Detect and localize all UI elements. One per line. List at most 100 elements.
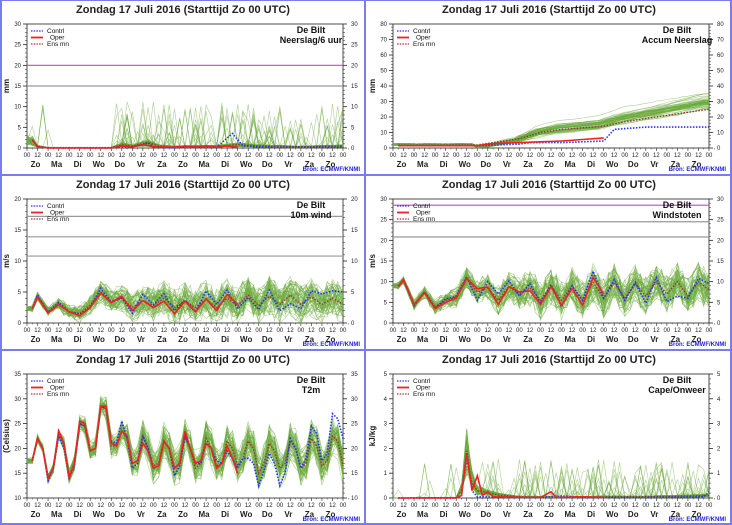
y-tick-label-right: 2 — [717, 446, 721, 452]
y-tick-label-left: 5 — [18, 125, 22, 131]
x-tick-label: 00 — [432, 503, 439, 509]
ensemble-member-line — [392, 263, 710, 306]
x-tick-label: 12 — [632, 328, 639, 334]
x-tick-label: 12 — [590, 328, 597, 334]
x-day-label: Za — [157, 335, 167, 344]
legend-label: Contrl — [413, 378, 431, 385]
chart-t2m: Zondag 17 Juli 2016 (Starttijd Zo 00 UTC… — [2, 354, 360, 523]
x-day-label: Zo — [397, 335, 407, 344]
x-day-label: Vr — [650, 335, 658, 344]
series-line-oper — [31, 139, 238, 149]
y-tick-label-right: 0 — [351, 146, 355, 152]
x-day-label: Do — [480, 160, 491, 169]
x-tick-label: 12 — [400, 328, 407, 334]
x-tick-label: 00 — [171, 153, 178, 159]
x-tick-label: 12 — [245, 328, 252, 334]
frame-right-border — [730, 0, 732, 525]
x-tick-label: 00 — [600, 328, 607, 334]
ensemble-member-line — [392, 275, 710, 318]
chart-title: Zondag 17 Juli 2016 (Starttijd Zo 00 UTC… — [76, 179, 290, 191]
x-tick-label: 00 — [150, 328, 157, 334]
y-tick-label-left: 70 — [380, 38, 387, 44]
x-tick-label: 12 — [421, 153, 428, 159]
x-day-label: Di — [587, 335, 595, 344]
y-tick-label-left: 5 — [384, 372, 388, 378]
panel-vertical-divider — [364, 0, 366, 525]
x-day-label: Wo — [606, 160, 618, 169]
y-tick-label-right: 5 — [717, 372, 721, 378]
y-tick-label-right: 30 — [351, 397, 358, 403]
x-day-label: Za — [157, 160, 167, 169]
chart-title: Zondag 17 Juli 2016 (Starttijd Zo 00 UTC… — [442, 179, 656, 191]
x-tick-label: 00 — [411, 328, 418, 334]
x-day-label: Za — [671, 510, 681, 519]
x-tick-label: 00 — [150, 503, 157, 509]
y-tick-label-left: 20 — [380, 238, 387, 244]
x-tick-label: 12 — [182, 153, 189, 159]
source-credit: Bron: ECMWF/KNMI — [669, 167, 727, 173]
y-tick-label-right: 1 — [717, 471, 721, 477]
station-name: De Bilt — [663, 375, 692, 385]
y-tick-label-left: 25 — [14, 422, 21, 428]
legend-label: Ens mn — [413, 216, 435, 223]
x-tick-label: 00 — [495, 153, 502, 159]
x-day-label: Zo — [31, 335, 41, 344]
x-tick-label: 12 — [97, 153, 104, 159]
x-tick-label: 12 — [203, 153, 210, 159]
x-tick-label: 12 — [308, 153, 315, 159]
x-tick-label: 00 — [664, 328, 671, 334]
x-tick-label: 12 — [674, 328, 681, 334]
chart-subtitle: Cape/Onweer — [648, 385, 706, 395]
x-day-label: Ma — [199, 335, 211, 344]
series-line-oper — [398, 137, 604, 147]
y-tick-label-right: 5 — [351, 125, 355, 131]
series-line-control — [397, 269, 710, 309]
x-tick-label: 00 — [108, 503, 115, 509]
y-tick-label-right: 3 — [717, 422, 721, 428]
y-tick-label-right: 10 — [717, 280, 724, 286]
x-tick-label: 00 — [319, 153, 326, 159]
ensemble-member-line — [26, 404, 344, 481]
x-day-label: Vr — [137, 510, 145, 519]
x-tick-label: 00 — [495, 328, 502, 334]
x-tick-label: 12 — [653, 503, 660, 509]
x-tick-label: 12 — [329, 153, 336, 159]
x-day-label: Vr — [503, 335, 511, 344]
x-tick-label: 12 — [161, 503, 168, 509]
x-tick-label: 00 — [495, 503, 502, 509]
y-tick-label-left: 30 — [380, 197, 387, 203]
x-tick-label: 12 — [34, 503, 41, 509]
x-day-label: Ma — [565, 160, 577, 169]
y-tick-label-right: 10 — [351, 105, 358, 111]
x-tick-label: 00 — [621, 328, 628, 334]
x-tick-label: 00 — [340, 328, 347, 334]
x-tick-label: 12 — [161, 153, 168, 159]
x-tick-label: 12 — [674, 153, 681, 159]
ensemble-member-line — [392, 278, 710, 321]
x-tick-label: 12 — [308, 328, 315, 334]
x-tick-label: 00 — [516, 328, 523, 334]
x-tick-label: 12 — [161, 328, 168, 334]
x-tick-label: 00 — [558, 328, 565, 334]
y-tick-label-left: 60 — [380, 53, 387, 59]
x-tick-label: 12 — [245, 153, 252, 159]
x-tick-label: 12 — [484, 153, 491, 159]
panel-accum-neerslag: Zondag 17 Juli 2016 (Starttijd Zo 00 UTC… — [366, 0, 732, 175]
y-tick-label-right: 20 — [717, 238, 724, 244]
x-tick-label: 12 — [632, 503, 639, 509]
y-tick-label-left: 0 — [384, 321, 388, 327]
x-tick-label: 12 — [76, 153, 83, 159]
x-day-label: Zo — [692, 160, 702, 169]
y-tick-label-right: 0 — [351, 321, 355, 327]
x-tick-label: 00 — [255, 328, 262, 334]
y-tick-label-right: 15 — [351, 471, 358, 477]
y-axis-label: kJ/kg — [368, 426, 377, 447]
x-tick-label: 12 — [245, 503, 252, 509]
station-name: De Bilt — [663, 25, 692, 35]
x-day-label: Do — [114, 160, 125, 169]
x-tick-label: 12 — [140, 153, 147, 159]
x-tick-label: 12 — [463, 153, 470, 159]
x-day-label: Za — [157, 510, 167, 519]
x-day-label: Wo — [93, 160, 105, 169]
